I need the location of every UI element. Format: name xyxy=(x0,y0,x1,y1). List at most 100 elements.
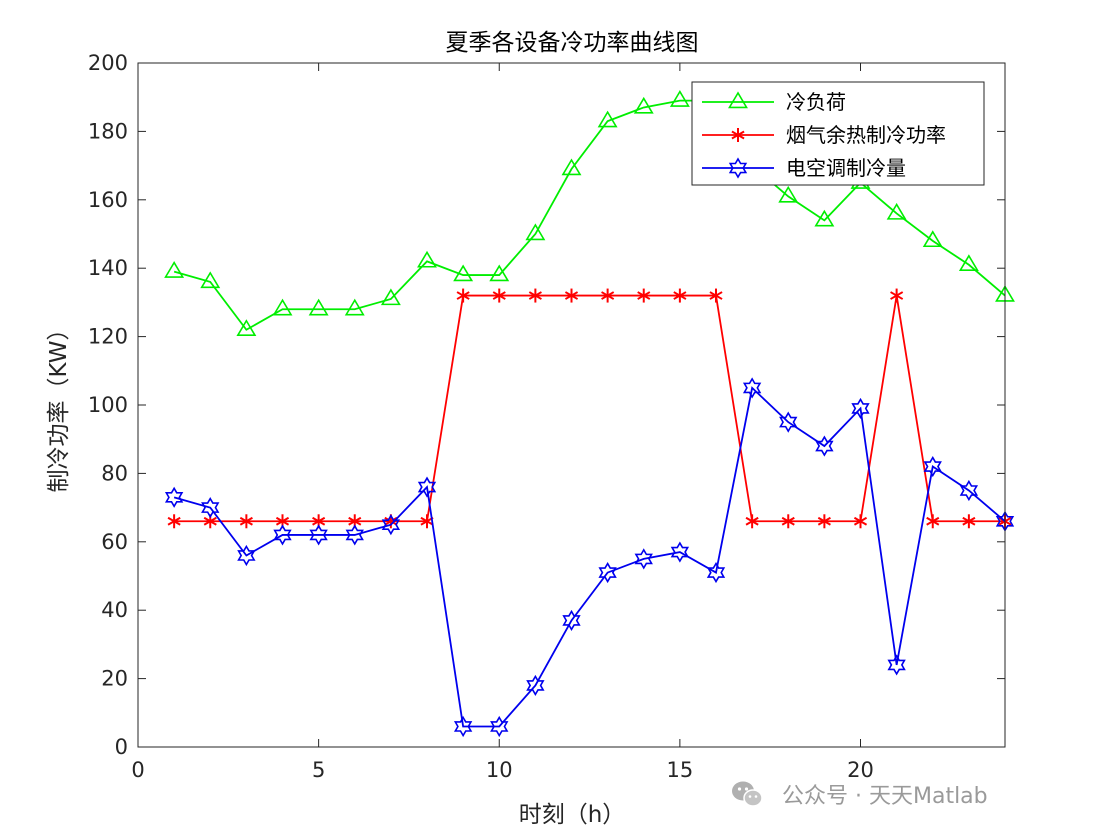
marker-stroke xyxy=(239,516,253,526)
y-tick-label: 200 xyxy=(88,51,128,75)
marker-shape xyxy=(561,158,582,176)
marker-shape xyxy=(200,271,221,289)
data-point xyxy=(742,377,762,399)
marker-shape xyxy=(598,561,617,584)
data-point xyxy=(561,158,582,176)
data-point xyxy=(272,298,293,316)
x-tick-label: 15 xyxy=(667,758,694,782)
y-tick-label: 180 xyxy=(88,119,128,143)
marker-stroke xyxy=(731,130,745,140)
marker-stroke xyxy=(492,291,506,300)
legend-entry-3: 电空调制冷量 xyxy=(702,156,906,180)
data-point xyxy=(237,544,256,567)
data-point xyxy=(381,514,401,536)
marker-stroke xyxy=(203,516,217,526)
marker-shape xyxy=(344,298,365,316)
data-point xyxy=(851,397,870,420)
marker-stroke xyxy=(745,516,759,526)
marker-shape xyxy=(958,254,979,271)
data-point xyxy=(380,288,401,306)
marker-shape xyxy=(526,674,545,697)
data-point xyxy=(745,514,759,529)
legend-marker xyxy=(731,128,745,142)
data-point xyxy=(709,288,723,303)
data-point xyxy=(453,715,473,738)
data-point xyxy=(528,288,542,303)
legend-label: 烟气余热制冷功率 xyxy=(786,123,946,147)
data-point xyxy=(164,261,185,278)
marker-shape xyxy=(308,298,329,316)
marker-shape xyxy=(922,230,943,248)
series-3 xyxy=(164,377,1015,738)
marker-shape xyxy=(706,561,726,584)
data-point xyxy=(962,514,976,529)
marker-shape xyxy=(670,541,690,563)
data-point xyxy=(887,654,906,676)
data-point xyxy=(308,298,329,316)
data-point xyxy=(564,288,579,303)
marker-shape xyxy=(345,524,364,546)
data-point xyxy=(492,288,506,303)
legend-entry-2: 烟气余热制冷功率 xyxy=(702,123,946,147)
marker-stroke xyxy=(926,516,940,526)
y-axis-label: 制冷功率（KW） xyxy=(46,317,72,492)
marker-shape xyxy=(728,91,748,109)
marker-shape xyxy=(728,157,748,179)
data-point xyxy=(525,223,546,241)
x-tick-label: 20 xyxy=(847,758,874,782)
data-point xyxy=(634,548,653,570)
data-point xyxy=(817,514,831,529)
data-point xyxy=(815,435,834,457)
data-point xyxy=(167,514,181,529)
series-line xyxy=(174,294,1005,523)
marker-shape xyxy=(490,715,509,738)
data-point xyxy=(706,561,726,584)
marker-stroke xyxy=(709,291,723,300)
data-point xyxy=(853,514,868,529)
marker-stroke xyxy=(781,516,795,526)
marker-stroke xyxy=(853,516,868,526)
marker-shape xyxy=(272,298,293,316)
legend-entry-1: 冷负荷 xyxy=(702,90,846,114)
marker-shape xyxy=(417,476,437,498)
y-tick-label: 80 xyxy=(101,461,128,485)
marker-stroke xyxy=(275,516,290,526)
data-point xyxy=(926,514,940,529)
marker-stroke xyxy=(456,291,470,300)
y-tick-label: 160 xyxy=(88,188,128,212)
y-tick-label: 0 xyxy=(115,735,128,759)
marker-shape xyxy=(669,90,690,107)
data-point xyxy=(923,455,942,478)
data-point xyxy=(886,202,907,220)
watermark-text: 公众号 · 天天Matlab xyxy=(782,784,988,809)
marker-stroke xyxy=(167,516,181,526)
data-point xyxy=(958,254,979,271)
marker-shape xyxy=(489,264,510,282)
marker-stroke xyxy=(312,516,326,526)
marker-shape xyxy=(562,609,581,632)
data-point xyxy=(673,288,687,303)
marker-shape xyxy=(886,202,907,220)
marker-shape xyxy=(742,377,762,399)
marker-shape xyxy=(453,264,474,282)
marker-shape xyxy=(923,455,942,478)
marker-shape xyxy=(380,288,401,306)
data-point xyxy=(959,479,979,502)
data-point xyxy=(344,298,365,316)
y-tick-label: 100 xyxy=(88,393,128,417)
data-point xyxy=(633,96,654,114)
marker-stroke xyxy=(637,291,651,300)
marker-stroke xyxy=(601,291,615,300)
marker-shape xyxy=(164,486,184,508)
marker-stroke xyxy=(420,516,434,526)
marker-stroke xyxy=(528,291,542,300)
data-point xyxy=(273,524,292,546)
y-tick-label: 20 xyxy=(101,667,128,691)
data-point xyxy=(598,561,617,584)
data-point xyxy=(601,288,615,303)
data-point xyxy=(922,230,943,248)
marker-stroke xyxy=(962,516,976,526)
marker-shape xyxy=(525,223,546,241)
marker-shape xyxy=(381,514,401,536)
